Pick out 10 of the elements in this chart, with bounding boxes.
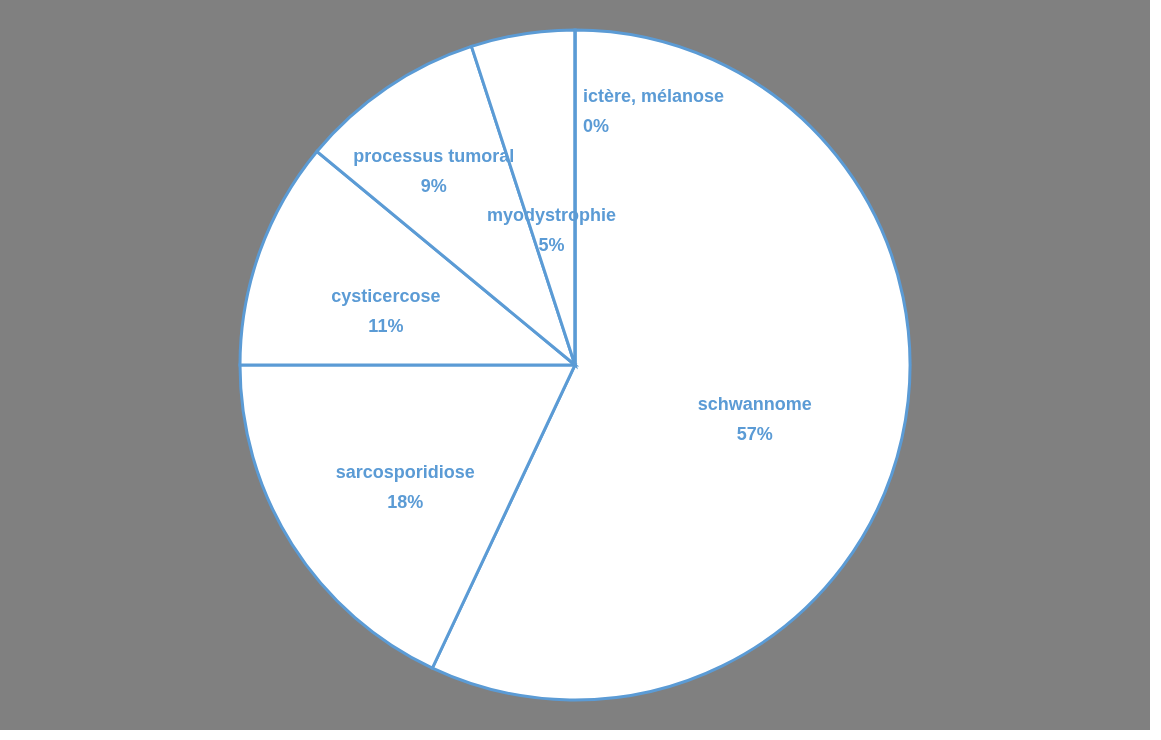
slice-label: sarcosporidiose: [335, 461, 475, 482]
data-label: 18%: [387, 491, 424, 512]
slice-label: cysticercose: [331, 285, 441, 306]
category-label: ictère, mélanose: [583, 86, 725, 106]
text: 0%: [583, 116, 610, 136]
slice-label: schwannome: [697, 394, 812, 415]
data-label: 11%: [368, 315, 404, 336]
data-label: 5%: [538, 235, 565, 256]
data-label: 9%: [420, 176, 447, 197]
data-label: 57%: [736, 424, 773, 445]
